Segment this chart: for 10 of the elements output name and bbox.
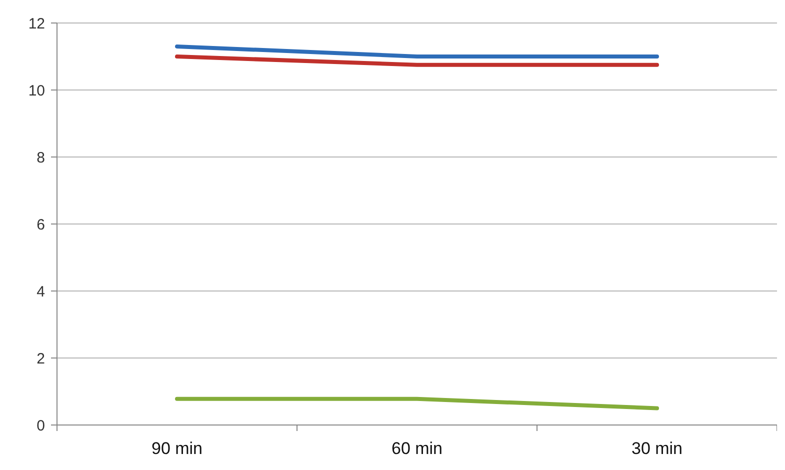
y-tick-label: 2 <box>36 350 45 368</box>
y-tick-label: 12 <box>28 15 45 32</box>
x-tick-label: 90 min <box>151 439 203 458</box>
x-tick-label: 30 min <box>631 439 683 458</box>
y-tick-label: 0 <box>36 417 45 434</box>
x-tick-label: 60 min <box>391 439 443 458</box>
y-tick-label: 10 <box>28 82 45 100</box>
y-tick-label: 6 <box>36 216 45 234</box>
y-tick-label: 8 <box>36 149 45 166</box>
y-tick-label: 4 <box>36 283 45 300</box>
